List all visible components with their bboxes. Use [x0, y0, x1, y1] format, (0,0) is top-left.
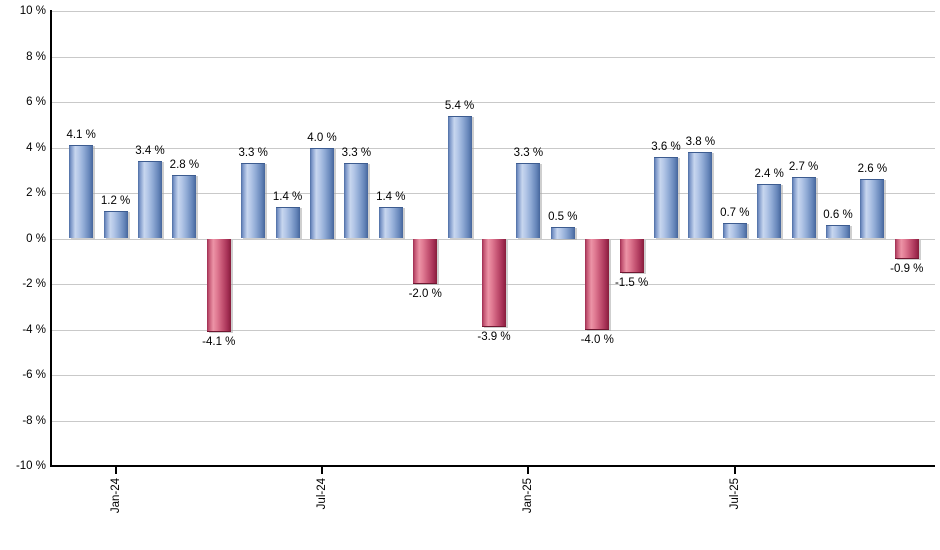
- bar: [688, 152, 713, 239]
- gridline: [52, 193, 935, 194]
- y-axis-tick-label: -8 %: [22, 414, 46, 427]
- bar-value-label: 0.6 %: [823, 208, 853, 221]
- bar: [103, 211, 128, 239]
- x-axis-tick-label-text: Jul-25: [728, 478, 741, 510]
- bar-value-label: -2.0 %: [408, 288, 442, 300]
- bar-value-label: 0.7 %: [720, 206, 750, 219]
- y-axis-line: [50, 10, 52, 467]
- bar-value-label: 1.2 %: [100, 195, 131, 208]
- bar: [69, 145, 94, 239]
- gridline: [52, 102, 935, 103]
- gridline: [52, 147, 935, 149]
- bar: [241, 163, 266, 239]
- y-axis-tick-label: 4 %: [26, 141, 46, 154]
- bar-value-label: 2.6 %: [857, 163, 888, 176]
- y-axis-tick-label: 0 %: [26, 232, 46, 245]
- bar: [275, 206, 300, 239]
- bar-value-label: 1.4 %: [376, 190, 406, 203]
- bar-value-label: 4.0 %: [307, 131, 337, 144]
- bar-value-label: 3.3 %: [238, 147, 268, 160]
- y-axis-tick-label: 8 %: [26, 50, 46, 63]
- gridline: [52, 56, 935, 58]
- bar: [757, 183, 782, 239]
- bar-value-label: 1.4 %: [272, 190, 303, 203]
- bar: [138, 161, 162, 239]
- gridline: [52, 11, 935, 12]
- x-axis-tick: [114, 467, 117, 474]
- bar: [585, 238, 610, 330]
- bar: [482, 238, 506, 328]
- bar-value-label: 5.4 %: [444, 99, 475, 112]
- bar: [654, 156, 678, 239]
- y-axis-tick-label: 10 %: [19, 5, 46, 17]
- bar-value-label: 2.7 %: [788, 161, 819, 174]
- bar-value-label: 4.1 %: [66, 129, 96, 142]
- bar-value-label: -0.9 %: [890, 262, 924, 275]
- bar-value-label: 2.8 %: [169, 158, 200, 171]
- bar: [791, 177, 816, 239]
- x-axis-tick-label-text: Jul-24: [316, 478, 328, 510]
- bar: [310, 147, 334, 239]
- x-axis-tick-label-text: Jan-25: [522, 478, 535, 514]
- bar: [206, 238, 231, 332]
- bar: [413, 238, 438, 284]
- bar: [447, 115, 472, 239]
- bar-value-label: 3.6 %: [651, 140, 681, 153]
- y-axis-tick-label: 2 %: [26, 187, 46, 199]
- gridline: [52, 420, 935, 422]
- bar-value-label: 3.8 %: [685, 136, 716, 149]
- x-axis-tick: [321, 467, 323, 474]
- y-axis-tick-label: -2 %: [22, 278, 46, 290]
- bar: [378, 206, 403, 239]
- x-axis-tick-label: Jul-24: [316, 478, 330, 528]
- bar: [516, 163, 541, 239]
- bar: [619, 238, 644, 273]
- x-axis-tick: [733, 467, 736, 474]
- gridline: [52, 329, 935, 331]
- bar: [722, 222, 747, 239]
- x-axis-tick: [527, 467, 530, 474]
- bar: [826, 224, 850, 239]
- bar: [172, 174, 197, 239]
- y-axis-tick-label: -10 %: [15, 460, 46, 472]
- bar-value-label: 0.5 %: [548, 211, 578, 224]
- bar-value-label: 2.4 %: [754, 167, 784, 180]
- x-axis-line: [50, 465, 935, 467]
- bar-value-label: -4.0 %: [580, 333, 614, 346]
- gridline: [52, 375, 935, 376]
- bar: [860, 179, 885, 239]
- bar-value-label: 3.3 %: [341, 147, 372, 160]
- y-axis-tick-label: -4 %: [22, 323, 46, 336]
- bar-value-label: 3.3 %: [513, 147, 544, 160]
- bar: [550, 227, 575, 239]
- bar-value-label: 3.4 %: [135, 145, 165, 158]
- bar-value-label: -4.1 %: [202, 335, 236, 348]
- x-axis-tick-label: Jan-24: [110, 478, 124, 528]
- x-axis-tick-label-text: Jan-24: [109, 478, 122, 514]
- x-axis-tick-label: Jan-25: [522, 478, 536, 528]
- bar-value-label: -1.5 %: [614, 276, 649, 289]
- y-axis-tick-label: -6 %: [22, 369, 46, 381]
- bar-value-label: -3.9 %: [477, 331, 511, 344]
- bar: [894, 238, 919, 259]
- y-axis-tick-label: 6 %: [26, 96, 46, 108]
- bar: [344, 163, 369, 239]
- x-axis-tick-label: Jul-25: [729, 478, 743, 528]
